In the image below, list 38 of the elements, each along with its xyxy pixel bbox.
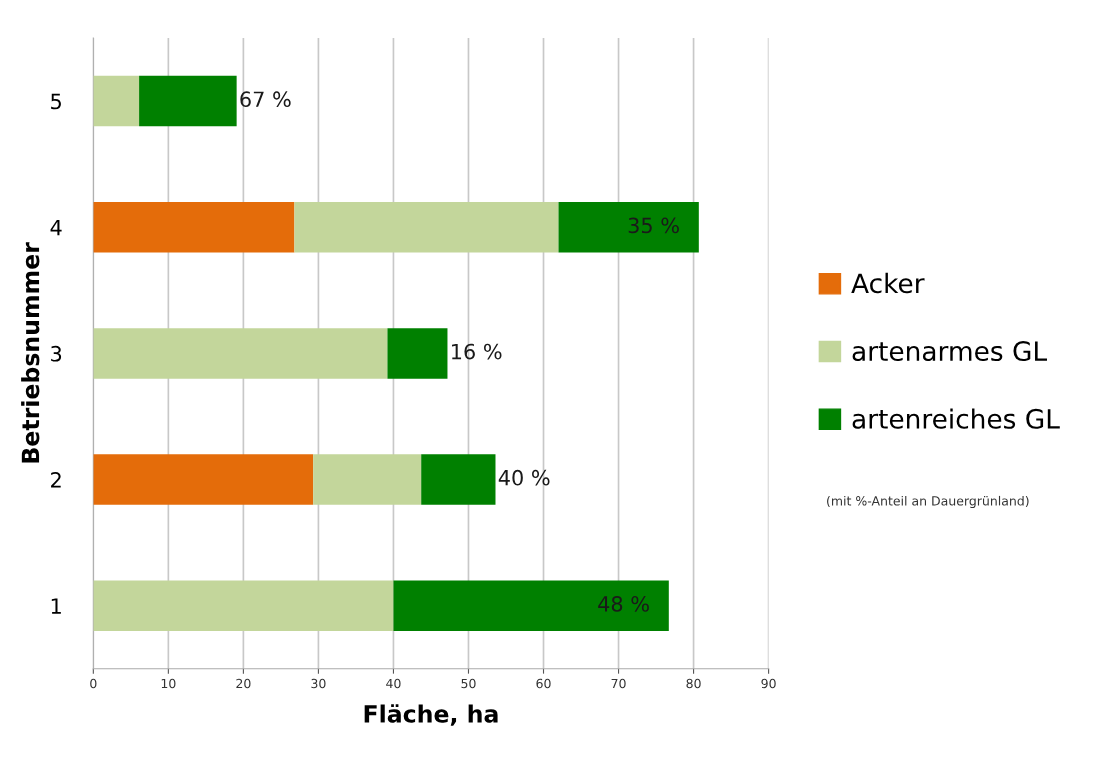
- x-tick-label: 0: [90, 678, 97, 689]
- x-tick-label: 80: [686, 678, 701, 689]
- legend-label: Acker: [851, 272, 925, 294]
- legend-label: artenreiches GL: [852, 408, 1060, 429]
- annotation: 40 %: [498, 469, 550, 486]
- annotation: 16 %: [452, 343, 502, 360]
- bar: [93, 202, 295, 253]
- x-tick-label: 40: [386, 678, 401, 689]
- bar: [421, 454, 496, 505]
- bar: [558, 202, 699, 253]
- text: (mit %-Anteil an Dauergrünland): [827, 495, 1029, 508]
- x-tick-label: 30: [311, 678, 326, 689]
- x-tick-label: 90: [761, 678, 776, 689]
- y-tick-label: 4: [50, 219, 62, 236]
- y-tick-label: 3: [51, 345, 62, 362]
- x-tick-label: 20: [236, 678, 251, 689]
- bar: [93, 454, 314, 505]
- bar: [139, 75, 237, 127]
- y-tick-label: 1: [51, 598, 61, 614]
- bar: [313, 454, 422, 505]
- bar: [387, 328, 448, 379]
- bar: [93, 580, 394, 631]
- x-tick-label: 50: [461, 678, 476, 689]
- bar: [294, 202, 559, 253]
- y-tick-label: 5: [51, 93, 61, 110]
- x-axis-title: Fläche, ha: [364, 704, 498, 726]
- y-tick-label: 2: [51, 472, 61, 488]
- bar: [93, 328, 388, 379]
- y-axis-title: Betriebsnummer: [21, 242, 40, 463]
- annotation: 67 %: [240, 91, 291, 108]
- x-tick-label: 10: [161, 678, 176, 689]
- legend-label: artenarmes GL: [852, 341, 1047, 362]
- annotation: 35 %: [628, 217, 679, 234]
- x-tick-label: 70: [611, 678, 626, 689]
- x-tick-label: 60: [536, 678, 551, 689]
- bar: [393, 580, 669, 631]
- annotation: 48 %: [598, 596, 649, 612]
- bar: [93, 75, 140, 127]
